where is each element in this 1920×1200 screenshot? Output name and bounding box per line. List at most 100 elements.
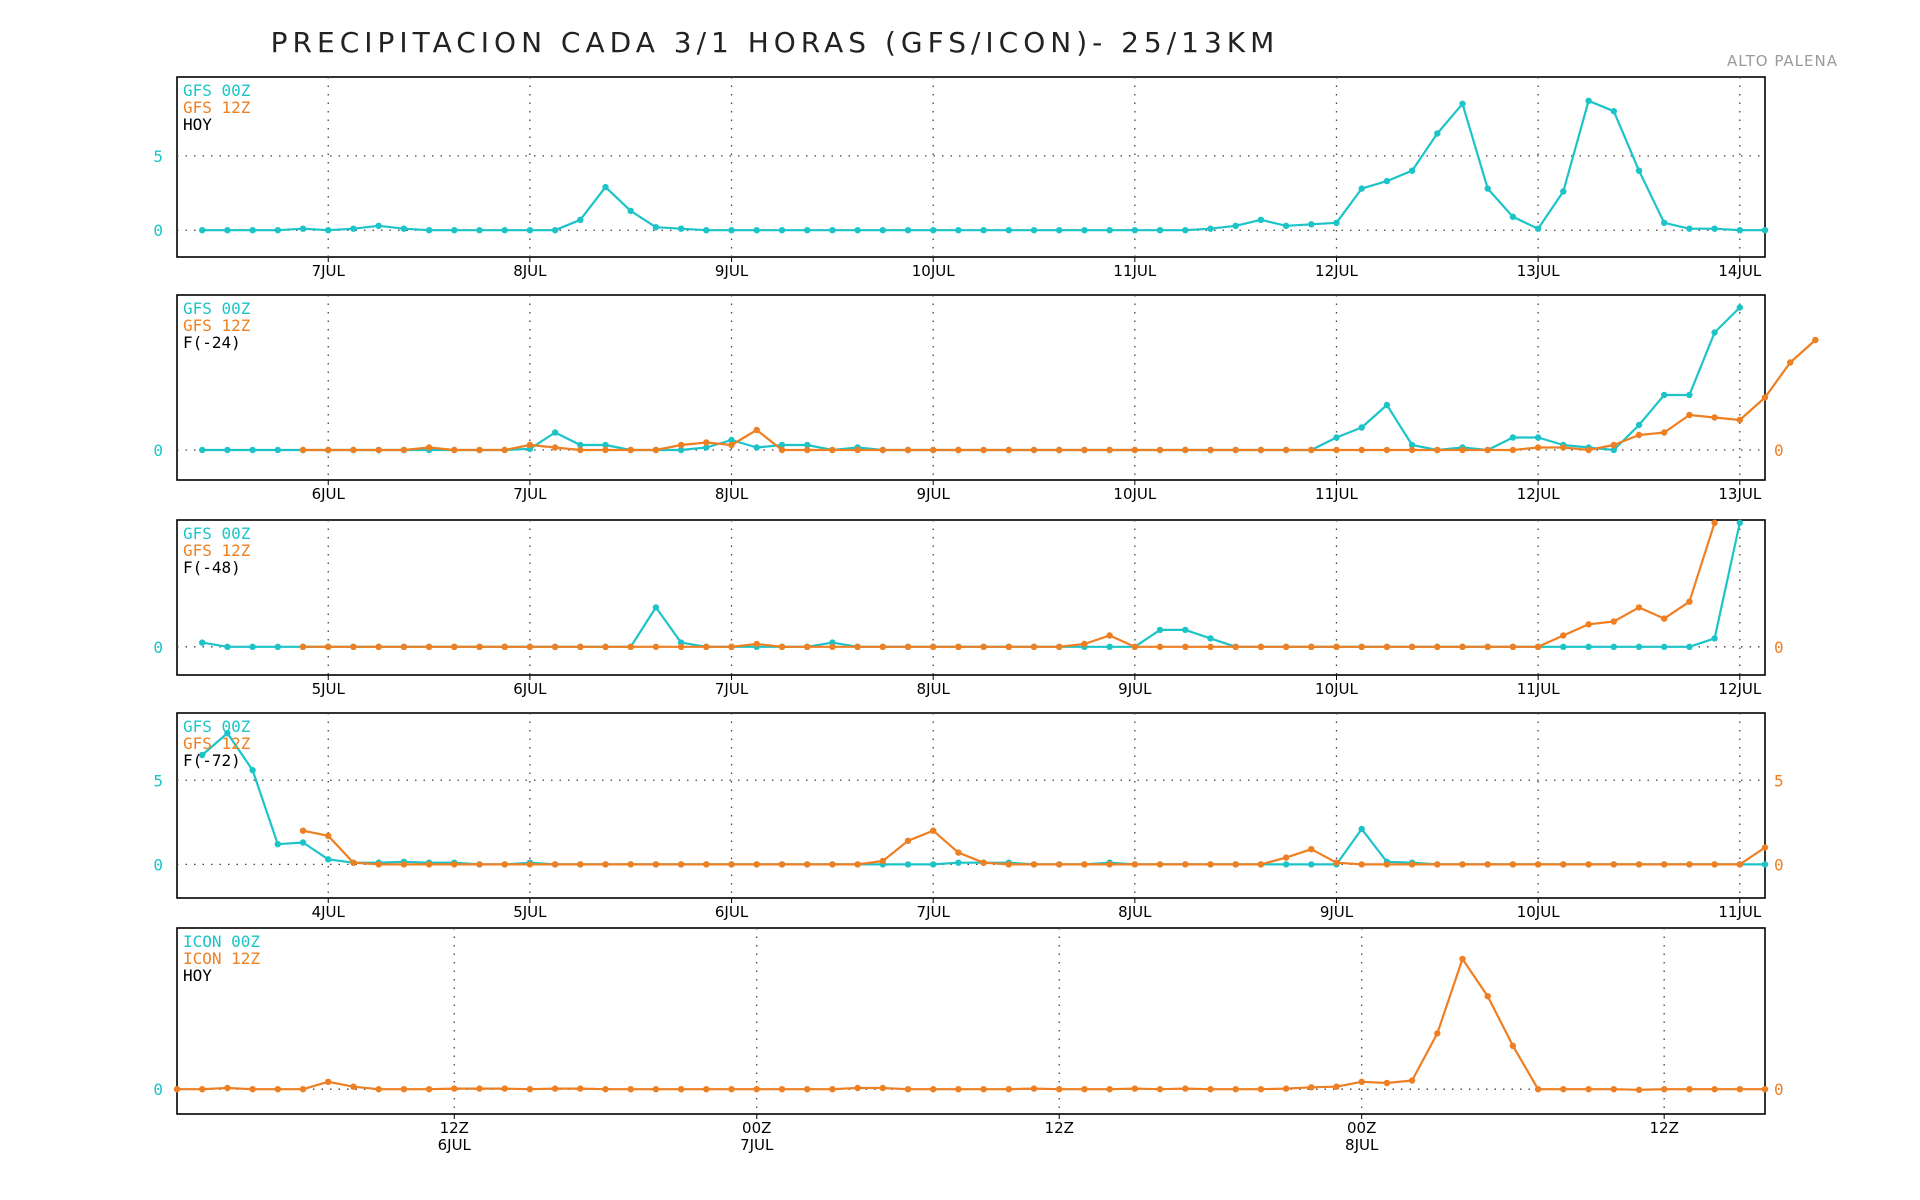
x-tick-label: 7JUL xyxy=(312,262,346,280)
legend-entry: GFS 00Z xyxy=(183,524,251,543)
data-point xyxy=(1610,441,1618,449)
data-point xyxy=(728,643,735,650)
data-point xyxy=(1358,185,1365,192)
data-point xyxy=(1534,225,1542,232)
data-point xyxy=(1711,329,1718,336)
data-point xyxy=(1434,1030,1441,1037)
data-point xyxy=(904,227,912,234)
panel-3: 5JUL 6JUL 7JUL 8JUL 9JUL 10JUL 11JUL 12JUL 0 0 GFS… xyxy=(153,519,1784,698)
data-point xyxy=(299,643,307,650)
data-point xyxy=(299,827,307,834)
data-point xyxy=(854,861,861,868)
data-point xyxy=(1484,643,1491,650)
data-point xyxy=(1257,446,1265,454)
data-point xyxy=(1736,1086,1744,1093)
data-point xyxy=(249,227,256,234)
x-tick-label: 5JUL xyxy=(513,903,547,921)
data-point xyxy=(1081,640,1088,648)
x-tick-sublabel: 7JUL xyxy=(740,1136,774,1154)
data-point xyxy=(1156,861,1164,868)
data-point xyxy=(728,1086,735,1093)
data-point xyxy=(778,643,786,650)
data-point xyxy=(1761,861,1769,868)
data-point xyxy=(224,1084,231,1092)
data-point xyxy=(728,861,735,868)
data-point xyxy=(1585,621,1592,628)
data-point xyxy=(627,643,634,650)
data-point xyxy=(325,1078,332,1086)
data-point xyxy=(854,227,861,234)
legend-entry: ICON 12Z xyxy=(183,949,260,968)
x-tick-label: 12Z xyxy=(1649,1119,1678,1137)
x-tick-label: 12JUL xyxy=(1315,262,1358,280)
data-point xyxy=(829,861,836,868)
data-point xyxy=(980,643,987,650)
y-tick-label-left: 0 xyxy=(153,221,163,240)
data-point xyxy=(854,1084,861,1092)
data-point xyxy=(249,446,256,454)
series-line-gfs-00z xyxy=(202,306,1741,452)
data-point xyxy=(274,841,281,848)
data-point xyxy=(1106,446,1113,454)
series-line-gfs-12z xyxy=(302,829,1766,866)
data-point xyxy=(1635,167,1643,174)
data-point xyxy=(1056,861,1063,868)
data-point xyxy=(703,643,710,650)
legend-entry: HOY xyxy=(183,966,212,985)
data-point xyxy=(1736,861,1744,868)
data-point xyxy=(400,446,408,454)
data-point xyxy=(249,1086,256,1093)
data-point xyxy=(1383,446,1391,454)
data-point xyxy=(1005,227,1012,234)
data-point xyxy=(829,227,836,234)
data-point xyxy=(602,183,609,191)
x-tick-label: 12JUL xyxy=(1517,485,1560,503)
data-point xyxy=(1711,225,1718,232)
data-point xyxy=(1383,401,1391,409)
data-point xyxy=(1509,861,1517,868)
data-point xyxy=(501,446,508,454)
data-point xyxy=(1560,861,1567,868)
data-point xyxy=(1585,861,1592,868)
data-point xyxy=(1282,222,1290,229)
x-tick-label: 8JUL xyxy=(715,485,749,503)
plot-frame xyxy=(176,519,1766,676)
data-point xyxy=(425,444,433,451)
data-point xyxy=(1560,444,1567,451)
data-point xyxy=(1534,444,1542,451)
data-point xyxy=(1081,1086,1088,1093)
data-point xyxy=(1635,421,1643,429)
data-point xyxy=(1661,1086,1668,1093)
data-point xyxy=(1056,643,1063,650)
data-point xyxy=(1207,643,1214,650)
data-point xyxy=(829,643,836,650)
data-point xyxy=(627,207,634,215)
x-tick-label: 5JUL xyxy=(312,680,346,698)
data-point xyxy=(1610,643,1618,650)
data-point xyxy=(577,441,584,449)
data-point xyxy=(1005,446,1012,454)
data-point xyxy=(652,643,660,650)
x-tick-label: 4JUL xyxy=(312,903,346,921)
data-point xyxy=(299,446,307,454)
legend-entry: GFS 12Z xyxy=(183,98,251,117)
data-point xyxy=(1509,643,1517,650)
data-point xyxy=(1534,1086,1542,1093)
data-point xyxy=(602,1086,609,1093)
data-point xyxy=(1358,1078,1365,1086)
data-point xyxy=(1560,632,1567,639)
data-point xyxy=(1484,185,1491,192)
data-point xyxy=(224,730,231,737)
data-point xyxy=(476,1085,483,1092)
data-point xyxy=(1156,643,1164,650)
data-point xyxy=(1257,861,1265,868)
legend-entry: F(-24) xyxy=(183,333,241,352)
y-tick-label-left: 0 xyxy=(153,638,163,657)
data-point xyxy=(627,446,634,454)
data-point xyxy=(1156,227,1164,234)
data-point xyxy=(1333,219,1340,226)
data-point xyxy=(1207,635,1214,642)
y-tick-label-left: 5 xyxy=(153,147,163,166)
data-point xyxy=(1030,643,1038,650)
data-point xyxy=(652,604,660,611)
